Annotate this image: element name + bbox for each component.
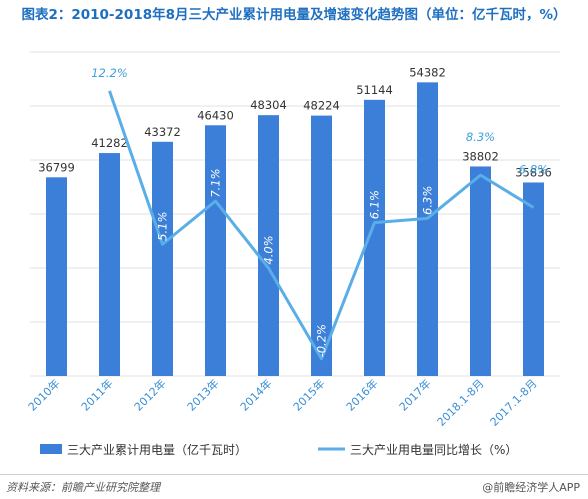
chart-title: 图表2：2010-2018年8月三大产业累计用电量及增速变化趋势图（单位：亿千瓦…: [0, 4, 588, 26]
credit-note: @前瞻经济学人APP: [482, 481, 580, 494]
x-tick-label: 2010年: [25, 376, 62, 413]
x-tick-label: 2015年: [290, 376, 327, 413]
bar-value-label: 43372: [144, 125, 181, 139]
bar-value-label: 48304: [250, 98, 287, 112]
x-tick-label: 2018.1-8月: [435, 377, 487, 429]
bar-value-label: 48224: [303, 99, 340, 113]
bar-value-label: 35836: [515, 165, 552, 179]
growth-line: [108, 90, 535, 361]
growth-value-label: 8.3%: [466, 130, 495, 144]
growth-value-label: 6.8%: [519, 163, 548, 177]
bar: [46, 177, 67, 376]
x-tick-label: 2013年: [184, 376, 221, 413]
chart-title-text: 图表2：2010-2018年8月三大产业累计用电量及增速变化趋势图（单位：亿千瓦…: [21, 7, 567, 23]
bar-value-label: 54382: [409, 65, 446, 79]
bar-value-label: 41282: [91, 136, 128, 150]
growth-value-label: 4.0%: [262, 235, 276, 264]
bar-value-label: 38802: [462, 149, 499, 163]
legend-bar-swatch: [40, 444, 62, 454]
growth-value-label: 6.1%: [368, 190, 382, 219]
growth-value-labels: 12.2% 5.1% 7.1% 4.0% -0.2% 6.1% 6.3% 8.3% 6.8%: [91, 66, 548, 358]
bar-line-chart: 36799 41282 43372 46430 48304 48224 51144 54382…: [25, 51, 560, 457]
bar: [205, 125, 226, 376]
bar: [364, 99, 385, 377]
bar-value-label: 46430: [197, 108, 234, 122]
footer: 资料来源：前瞻产业研究院整理 @前瞻经济学人APP: [0, 474, 588, 499]
bar: [311, 115, 332, 377]
x-axis-ticks: 2010年 2011年 2012年 2013年 2014年 2015年 2016年 2017年…: [25, 376, 539, 429]
bar-value-label: 51144: [356, 83, 393, 97]
x-tick-label: 2017.1-8月: [488, 377, 540, 429]
legend: 三大产业累计用电量（亿千瓦时） 三大产业用电量同比增长（%）: [40, 442, 517, 457]
x-tick-label: 2016年: [343, 376, 380, 413]
bar-series: [46, 82, 544, 377]
bar: [470, 166, 491, 376]
bar: [258, 115, 279, 377]
x-tick-label: 2012年: [131, 376, 168, 413]
legend-line-label: 三大产业用电量同比增长（%）: [350, 443, 517, 457]
bar: [152, 141, 173, 376]
legend-bar-label: 三大产业累计用电量（亿千瓦时）: [67, 442, 247, 457]
bar: [523, 182, 544, 376]
bar: [99, 153, 120, 376]
bar-value-labels: 36799 41282 43372 46430 48304 48224 51144 54382…: [38, 65, 552, 179]
x-tick-label: 2017年: [396, 376, 433, 413]
source-note: 资料来源：前瞻产业研究院整理: [6, 481, 160, 494]
growth-value-label: 6.3%: [421, 186, 435, 215]
growth-line-series: [108, 90, 535, 361]
growth-value-label: 12.2%: [91, 66, 128, 80]
growth-value-label: 7.1%: [209, 168, 223, 197]
x-tick-label: 2014年: [237, 376, 274, 413]
bar-value-label: 36799: [38, 160, 75, 174]
growth-value-label: -0.2%: [315, 324, 329, 357]
bar: [417, 82, 438, 376]
growth-value-label: 5.1%: [156, 212, 170, 241]
x-tick-label: 2011年: [78, 376, 115, 413]
